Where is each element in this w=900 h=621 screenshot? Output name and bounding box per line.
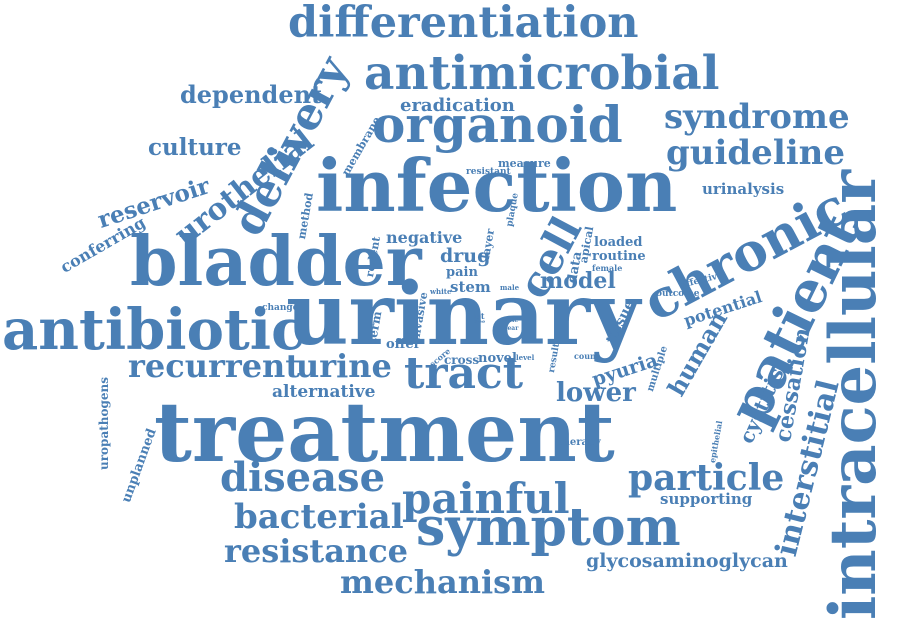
- word-organoid: organoid: [372, 95, 623, 154]
- word-stem: stem: [450, 278, 491, 296]
- word-loaded: loaded: [594, 235, 643, 250]
- word-recurrent: recurrent: [128, 347, 301, 385]
- word-culture: culture: [148, 134, 242, 161]
- word-antibiotic: antibiotic: [2, 297, 306, 363]
- word-model: model: [540, 268, 616, 294]
- word-infection: infection: [316, 143, 678, 228]
- word-eradication: eradication: [400, 95, 515, 116]
- word-bladder: bladder: [130, 222, 422, 302]
- word-measure: measure: [498, 157, 551, 170]
- word-change: change: [262, 303, 299, 313]
- word-uropathogens: uropathogens: [97, 377, 111, 470]
- word-year: year: [504, 325, 519, 332]
- word-cross: cross: [444, 353, 480, 367]
- word-disease: disease: [220, 454, 386, 501]
- word-glycosaminoglycan: glycosaminoglycan: [586, 550, 788, 572]
- word-urinary: urinary: [286, 264, 641, 365]
- word-painful: painful: [402, 474, 570, 523]
- word-urine: urine: [296, 347, 392, 385]
- word-antimicrobial: antimicrobial: [364, 46, 720, 101]
- word-bacterial: bacterial: [234, 497, 404, 537]
- word-layer: layer: [479, 227, 498, 261]
- word-dependent: dependent: [180, 80, 323, 109]
- word-resistance: resistance: [224, 532, 409, 570]
- word-drug: drug: [440, 245, 491, 267]
- word-lower: lower: [556, 378, 636, 408]
- word-symptom: symptom: [416, 497, 681, 558]
- word-able: able: [504, 317, 519, 324]
- word-alternative: alternative: [272, 382, 376, 402]
- word-mechanism: mechanism: [340, 563, 545, 601]
- word-supporting: supporting: [660, 490, 753, 508]
- word-differentiation: differentiation: [288, 0, 639, 48]
- word-free: free: [474, 319, 486, 325]
- word-white: white: [430, 287, 452, 296]
- word-routine: routine: [592, 249, 646, 264]
- word-resistant: resistant: [466, 167, 511, 177]
- word-lut: lut: [472, 311, 485, 321]
- word-male: male: [500, 283, 520, 292]
- word-unplanned: unplanned: [119, 426, 160, 505]
- word-female: female: [592, 263, 623, 273]
- word-urinalysis: urinalysis: [702, 180, 785, 198]
- word-negative: negative: [386, 228, 463, 247]
- word-level: level: [516, 353, 535, 362]
- word-tract: tract: [404, 348, 524, 399]
- word-particle: particle: [628, 457, 785, 499]
- word-outcome: outcome: [656, 289, 700, 299]
- word-offer: offer: [386, 337, 421, 352]
- word-pain: pain: [446, 265, 478, 280]
- word-treatment: treatment: [154, 385, 615, 481]
- word-guideline: guideline: [666, 133, 845, 173]
- word-therapy: therapy: [558, 437, 601, 448]
- word-syndrome: syndrome: [664, 97, 850, 137]
- word-count: count: [574, 351, 600, 361]
- word-novel: novel: [478, 351, 517, 366]
